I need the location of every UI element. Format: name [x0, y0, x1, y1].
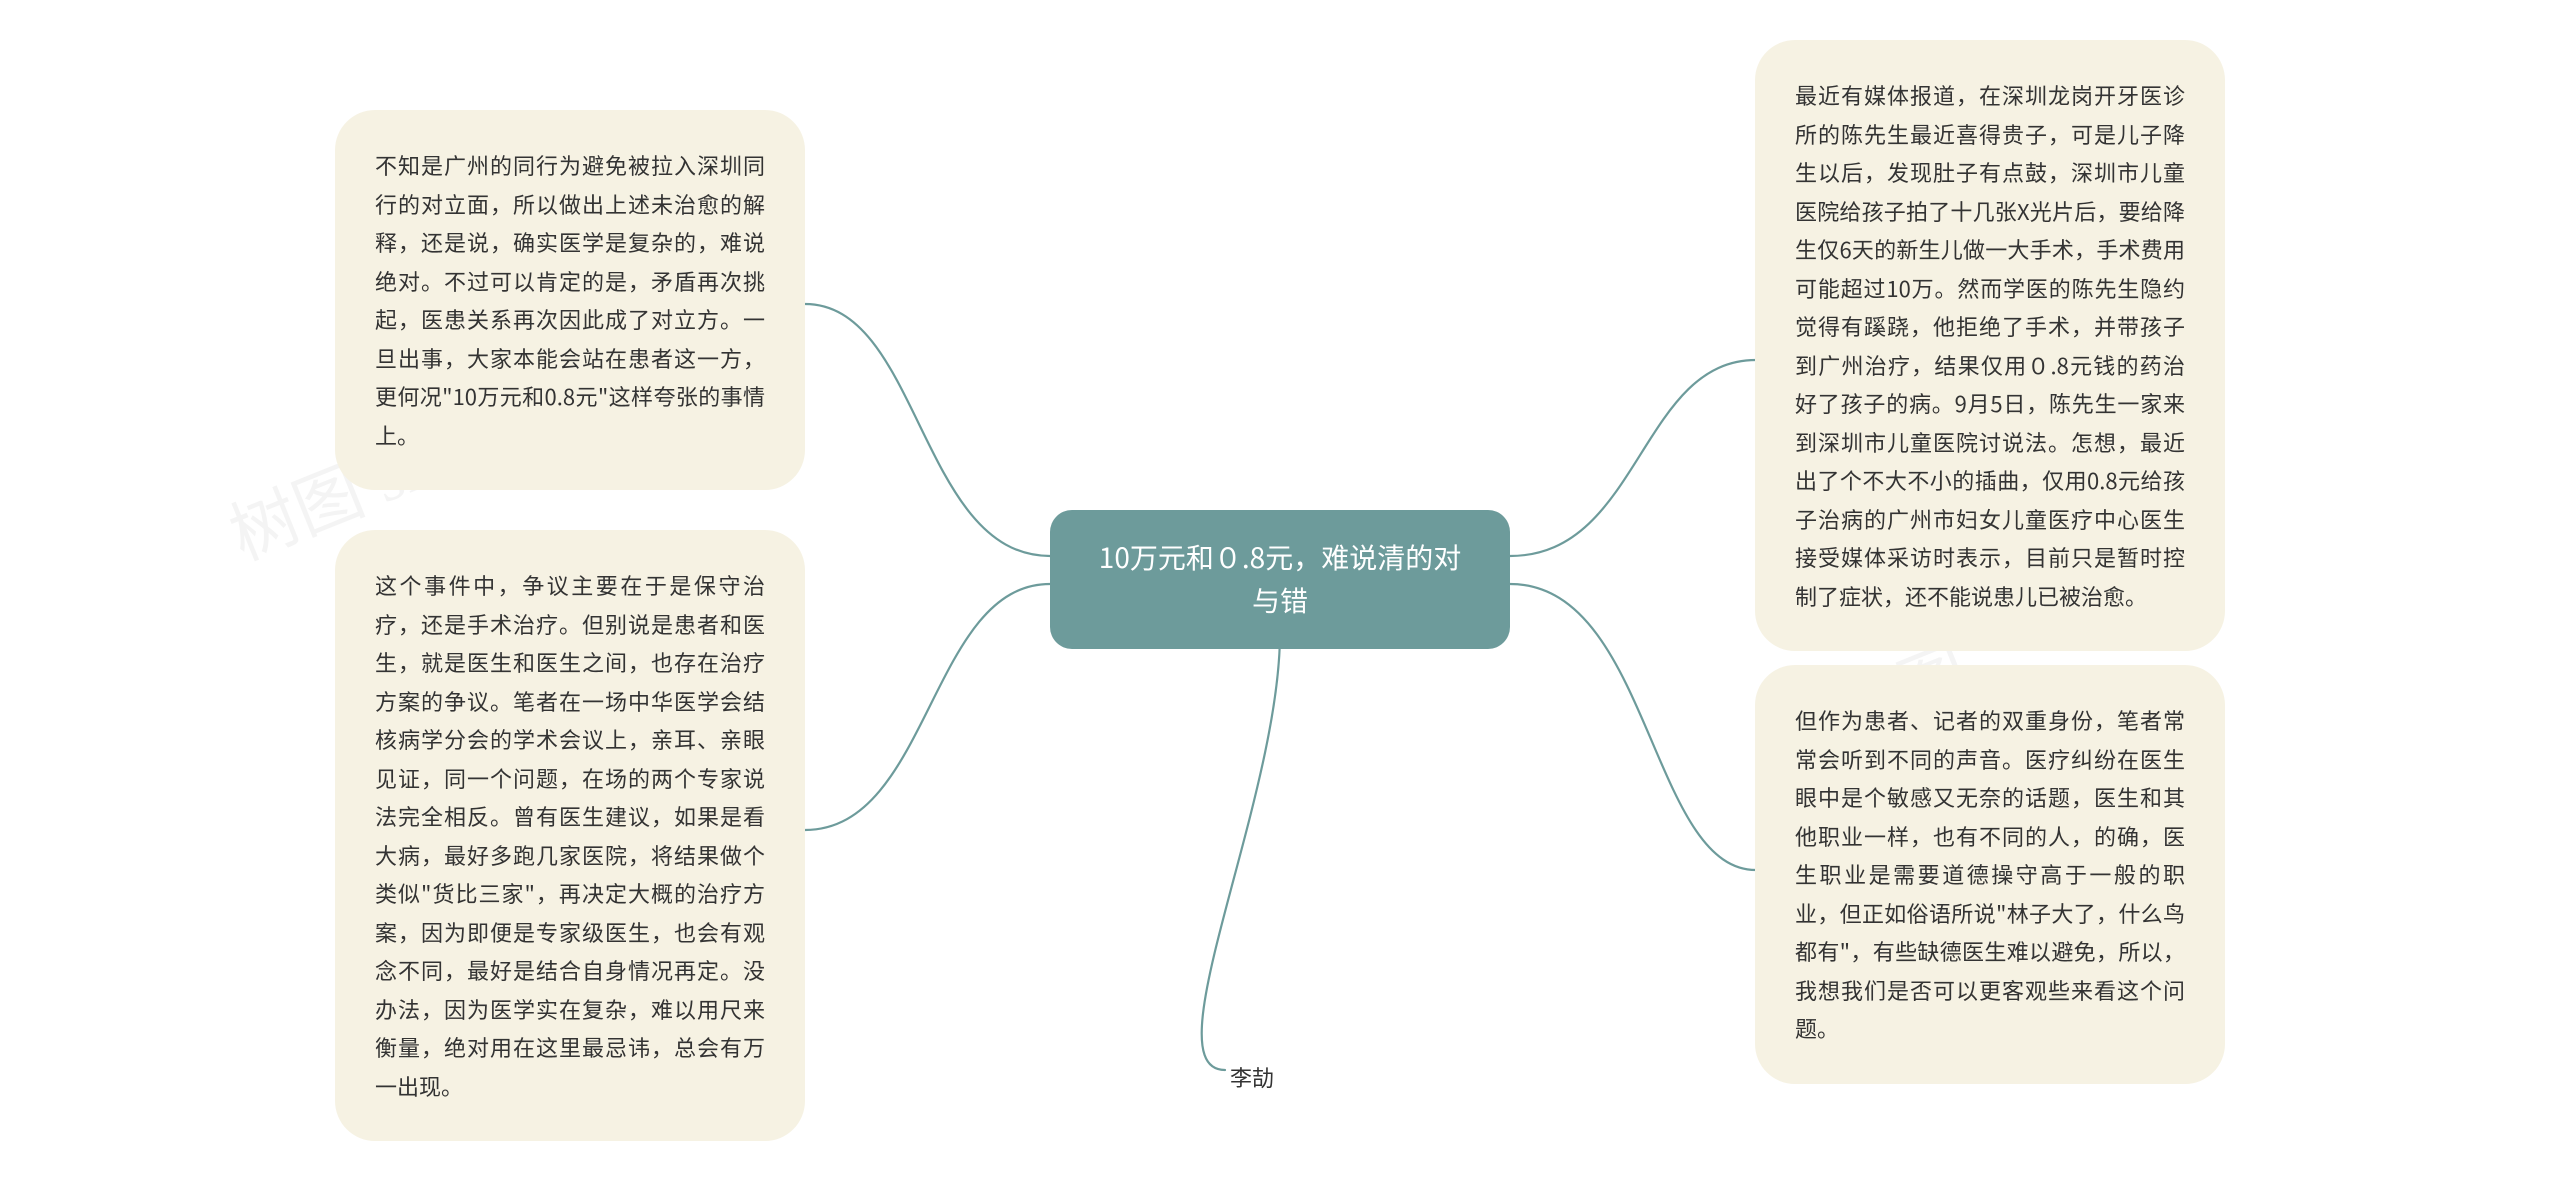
leaf-text: 但作为患者、记者的双重身份，笔者常常会听到不同的声音。医疗纠纷在医生眼中是个敏感… — [1795, 704, 2185, 1044]
mindmap-leaf-author: 李劼 — [1230, 1060, 1274, 1095]
mindmap-leaf-top-left: 不知是广州的同行为避免被拉入深圳同行的对立面，所以做出上述未治愈的解释，还是说，… — [335, 110, 805, 490]
mindmap-canvas: { "layout": { "canvas_width": 2560, "can… — [0, 0, 2560, 1201]
mindmap-leaf-bottom-right: 但作为患者、记者的双重身份，笔者常常会听到不同的声音。医疗纠纷在医生眼中是个敏感… — [1755, 665, 2225, 1084]
center-node-text: 10万元和０.8元，难说清的对与错 — [1099, 537, 1461, 620]
leaf-text: 最近有媒体报道，在深圳龙岗开牙医诊所的陈先生最近喜得贵子，可是儿子降生以后，发现… — [1795, 79, 2185, 612]
mindmap-center-node: 10万元和０.8元，难说清的对与错 — [1050, 510, 1510, 649]
leaf-text: 这个事件中，争议主要在于是保守治疗，还是手术治疗。但别说是患者和医生，就是医生和… — [375, 569, 765, 1102]
leaf-text: 不知是广州的同行为避免被拉入深圳同行的对立面，所以做出上述未治愈的解释，还是说，… — [375, 149, 765, 451]
mindmap-leaf-bottom-left: 这个事件中，争议主要在于是保守治疗，还是手术治疗。但别说是患者和医生，就是医生和… — [335, 530, 805, 1141]
leaf-text: 李劼 — [1230, 1061, 1274, 1093]
mindmap-leaf-top-right: 最近有媒体报道，在深圳龙岗开牙医诊所的陈先生最近喜得贵子，可是儿子降生以后，发现… — [1755, 40, 2225, 651]
